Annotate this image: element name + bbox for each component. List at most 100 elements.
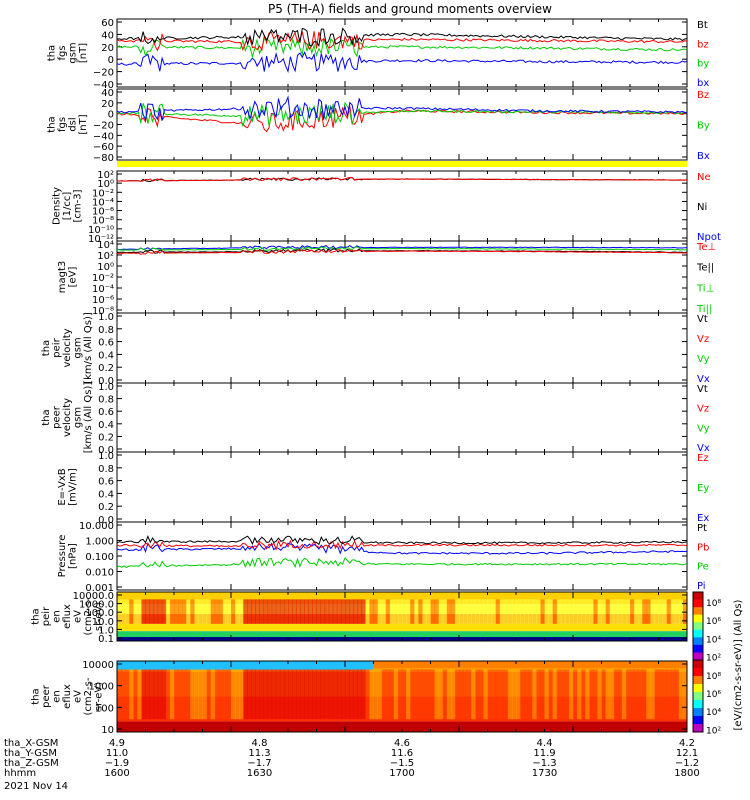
y-axis-label: eflux bbox=[62, 604, 73, 629]
y-tick-label: −80 bbox=[93, 153, 114, 164]
y-tick-label: 0.0 bbox=[98, 445, 114, 456]
spectrogram-streak bbox=[296, 669, 301, 720]
spectrogram-streak bbox=[121, 669, 126, 720]
y-tick-label: 100 bbox=[95, 703, 114, 714]
colorbar-segment bbox=[693, 724, 703, 733]
spectrogram-streak bbox=[617, 599, 623, 624]
colorbar-tick-label: 10⁴ bbox=[706, 708, 721, 718]
spectrogram-streak bbox=[231, 599, 236, 624]
spectrogram-streak bbox=[393, 669, 399, 720]
spectrogram-streak bbox=[247, 669, 252, 720]
spectrogram-streak bbox=[202, 669, 208, 720]
y-tick-label: 1.0 bbox=[98, 312, 114, 323]
spectrogram-streak bbox=[556, 599, 562, 624]
spectrogram-streak bbox=[402, 599, 407, 624]
spectrogram-streak bbox=[121, 599, 126, 624]
spectrogram-streak bbox=[548, 669, 554, 720]
y-axis-label: fgs bbox=[57, 45, 68, 60]
spectrogram-streak bbox=[174, 669, 179, 720]
spectrogram-streak bbox=[198, 599, 203, 624]
spectrogram-streak bbox=[446, 599, 452, 624]
y-axis-label: eV bbox=[73, 610, 84, 623]
spectrogram-streak bbox=[418, 669, 423, 720]
spectrogram-streak bbox=[573, 599, 578, 624]
y-axis-label: [eV] bbox=[67, 267, 78, 288]
y-axis-label: velocity bbox=[62, 328, 73, 367]
legend-entry: Ey bbox=[697, 483, 709, 494]
y-axis-label: peir bbox=[52, 337, 63, 357]
colorbar-segment bbox=[693, 629, 703, 638]
spectrogram-streak bbox=[520, 669, 525, 720]
colorbar-segment bbox=[693, 592, 703, 601]
panel-peer_velocity: 1.0 0.80.6 0.40.2 0.0 tha peer velocity gsm [km/… bbox=[41, 382, 710, 456]
spectrogram-streak bbox=[459, 669, 464, 720]
legend-entry: Npot bbox=[697, 232, 721, 243]
spectrogram-streak bbox=[210, 599, 216, 624]
spectrogram-streak bbox=[157, 669, 163, 720]
spectrogram-streak bbox=[235, 669, 240, 720]
legend-entry: Te⊥ bbox=[696, 242, 716, 253]
colorbar-segment bbox=[693, 622, 703, 631]
spectrogram-streak bbox=[621, 669, 627, 720]
y-axis-label: Density bbox=[52, 187, 63, 225]
y-tick-label: 0.2 bbox=[98, 363, 114, 374]
y-axis-label: tha bbox=[46, 45, 57, 61]
spectrogram-streak bbox=[340, 669, 346, 720]
spectrogram-streak bbox=[634, 599, 639, 624]
spectrogram-streak bbox=[397, 599, 403, 624]
series-line bbox=[116, 51, 688, 74]
spectrogram-streak bbox=[650, 669, 655, 720]
spectrogram-streak bbox=[658, 599, 664, 624]
y-axis-label: gsm bbox=[73, 407, 84, 428]
legend-entry: Pt bbox=[697, 523, 707, 534]
spectrogram-streak bbox=[670, 599, 676, 624]
spectrogram-streak bbox=[450, 599, 456, 624]
y-tick-label: 0.6 bbox=[98, 407, 114, 418]
spectrogram-streak bbox=[528, 599, 533, 624]
spectrogram-streak bbox=[283, 669, 289, 720]
data-availability-bar bbox=[117, 161, 687, 167]
series-line bbox=[116, 557, 688, 569]
y-tick-label: 0.4 bbox=[98, 350, 114, 361]
spectrogram-streak bbox=[349, 599, 354, 624]
spectrogram-streak bbox=[165, 669, 171, 720]
y-axis-label: [nT] bbox=[78, 43, 89, 63]
colorbar-segment bbox=[693, 637, 703, 646]
spectrogram-streak bbox=[666, 599, 672, 624]
y-axis-label: velocity bbox=[62, 398, 73, 437]
spectrogram-streak bbox=[430, 669, 436, 720]
y-axis-label: gsm bbox=[67, 42, 78, 63]
spectrogram-streak bbox=[507, 599, 513, 624]
spectrogram-streak bbox=[182, 599, 187, 624]
spectrogram-streak bbox=[133, 669, 138, 720]
spectrogram-streak bbox=[670, 669, 676, 720]
spectrogram-streak bbox=[540, 599, 545, 624]
legend-entry: Vy bbox=[697, 354, 710, 365]
spectrogram-streak bbox=[662, 599, 668, 624]
spectrogram-streak bbox=[479, 669, 484, 720]
legend-entry: Bx bbox=[697, 151, 710, 162]
spectrogram-streak bbox=[617, 669, 623, 720]
spectrogram-streak bbox=[178, 599, 183, 624]
spectrogram-streak bbox=[316, 599, 322, 624]
spectrogram-streak bbox=[410, 669, 415, 720]
y-axis-label: tha bbox=[31, 688, 42, 704]
spectrogram-streak bbox=[532, 599, 537, 624]
spectrogram-streak bbox=[137, 599, 142, 624]
spectrogram-streak bbox=[430, 599, 436, 624]
series-line bbox=[116, 27, 688, 48]
legend-entry: Vt bbox=[697, 384, 708, 395]
spectrogram-streak bbox=[528, 669, 533, 720]
spectrogram-streak bbox=[536, 669, 541, 720]
spectrogram-streak bbox=[593, 669, 598, 720]
y-tick-label: 0.4 bbox=[98, 420, 114, 431]
series-line bbox=[116, 30, 688, 52]
spectrogram-band bbox=[117, 721, 687, 732]
spectrogram-streak bbox=[336, 669, 342, 720]
colorbar-segment bbox=[693, 652, 703, 661]
spectrogram-streak bbox=[283, 599, 289, 624]
spectrogram-streak bbox=[125, 599, 130, 624]
x-row-label: tha_Z-GSM bbox=[4, 758, 59, 769]
spectrogram-streak bbox=[442, 669, 448, 720]
legend-entry: Pb bbox=[697, 542, 709, 553]
